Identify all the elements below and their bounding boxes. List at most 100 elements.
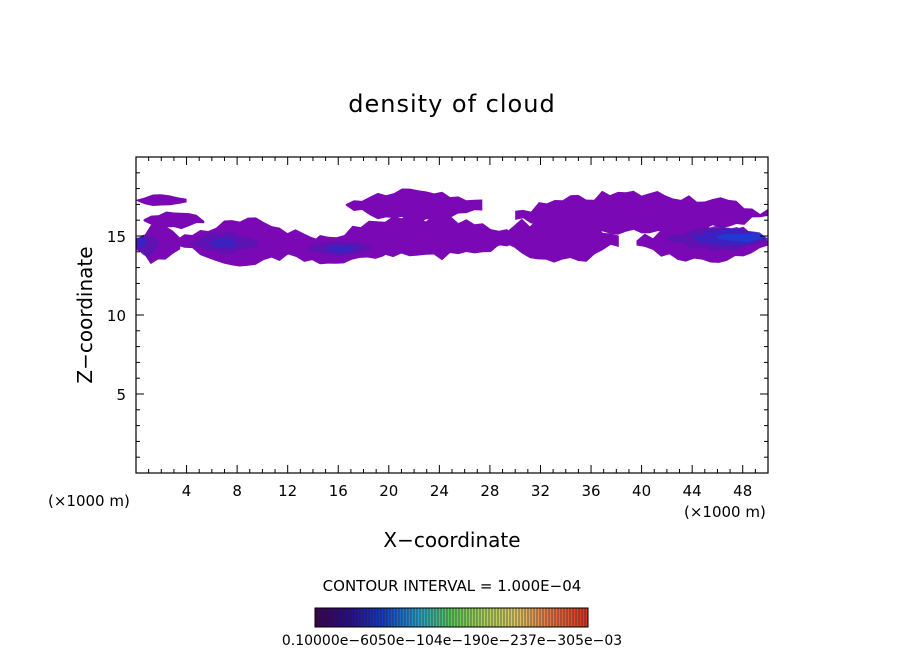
colorbar-swatch (321, 608, 324, 627)
cloud-field (136, 188, 768, 267)
colorbar-swatch (360, 608, 363, 627)
x-tick-label: 32 (531, 482, 550, 500)
colorbar-swatch (417, 608, 420, 627)
colorbar-swatch (504, 608, 507, 627)
colorbar-swatch (501, 608, 504, 627)
cloud-region-level-3 (136, 236, 147, 249)
x-tick-label: 48 (733, 482, 752, 500)
colorbar-swatch (369, 608, 372, 627)
x-tick-label: 12 (278, 482, 297, 500)
colorbar-swatch (540, 608, 543, 627)
colorbar-swatch (510, 608, 513, 627)
colorbar-swatch (468, 608, 471, 627)
colorbar-swatch (447, 608, 450, 627)
colorbar-swatch (477, 608, 480, 627)
colorbar-swatch (366, 608, 369, 627)
colorbar-swatch (531, 608, 534, 627)
colorbar-swatch (420, 608, 423, 627)
colorbar-swatch (579, 608, 582, 627)
colorbar-swatch (405, 608, 408, 627)
cloud-region-level-1 (328, 215, 516, 261)
x-tick-label: 28 (480, 482, 499, 500)
colorbar-swatch (462, 608, 465, 627)
colorbar-swatch (585, 608, 588, 627)
colorbar-swatch (375, 608, 378, 627)
colorbar-swatch (333, 608, 336, 627)
colorbar-swatch (549, 608, 552, 627)
colorbar-swatch (582, 608, 585, 627)
x-tick-label: 36 (581, 482, 600, 500)
colorbar-swatch (513, 608, 516, 627)
colorbar-swatch (537, 608, 540, 627)
cloud-region-level-3 (209, 237, 238, 249)
colorbar-swatch (372, 608, 375, 627)
x-tick-label: 24 (430, 482, 449, 500)
x-tick-label: 16 (329, 482, 348, 500)
contour-interval-text: CONTOUR INTERVAL = 1.000E−04 (323, 577, 582, 595)
colorbar-swatch (492, 608, 495, 627)
colorbar-swatch (408, 608, 411, 627)
colorbar-swatch (363, 608, 366, 627)
colorbar-swatch (453, 608, 456, 627)
colorbar-swatch (498, 608, 501, 627)
colorbar-swatch (552, 608, 555, 627)
colorbar-swatch (381, 608, 384, 627)
colorbar-swatch (507, 608, 510, 627)
colorbar-labels: 0.10000e−6050e−104e−190e−237e−305e−03 (282, 633, 622, 649)
colorbar-swatch (354, 608, 357, 627)
colorbar-swatch (357, 608, 360, 627)
cloud-region-level-3 (325, 244, 356, 254)
colorbar-swatch (330, 608, 333, 627)
colorbar-swatch (543, 608, 546, 627)
y-tick-label: 15 (107, 228, 126, 246)
colorbar-swatch (489, 608, 492, 627)
colorbar-swatch (570, 608, 573, 627)
y-tick-label: 5 (116, 386, 126, 404)
x-tick-label: 4 (182, 482, 192, 500)
cloud-region-level-4 (717, 233, 763, 243)
colorbar-swatch (480, 608, 483, 627)
colorbar-swatch (336, 608, 339, 627)
axis-ticks (136, 157, 768, 473)
colorbar-swatch (315, 608, 318, 627)
colorbar-swatch (525, 608, 528, 627)
colorbar-swatch (441, 608, 444, 627)
colorbar-swatch (426, 608, 429, 627)
colorbar-swatch (432, 608, 435, 627)
colorbar-swatch (393, 608, 396, 627)
cloud-region-level-1 (345, 188, 483, 223)
colorbar-swatch (390, 608, 393, 627)
colorbar-swatch (555, 608, 558, 627)
colorbar-swatch (324, 608, 327, 627)
colorbar-swatch (483, 608, 486, 627)
colorbar-swatch (402, 608, 405, 627)
colorbar-swatch (573, 608, 576, 627)
colorbar-swatch (318, 608, 321, 627)
colorbar-swatch (351, 608, 354, 627)
x-axis-label: X−coordinate (383, 528, 520, 552)
colorbar-swatch (423, 608, 426, 627)
x-tick-label: 8 (232, 482, 242, 500)
colorbar-swatch (546, 608, 549, 627)
colorbar-swatch (339, 608, 342, 627)
colorbar-swatch (411, 608, 414, 627)
colorbar-swatch (414, 608, 417, 627)
colorbar-swatch (519, 608, 522, 627)
y-tick-label: 10 (107, 307, 126, 325)
colorbar-swatch (465, 608, 468, 627)
colorbar-swatch (516, 608, 519, 627)
colorbar-swatch (348, 608, 351, 627)
colorbar-swatch (567, 608, 570, 627)
colorbar-swatch (429, 608, 432, 627)
colorbar-swatch (399, 608, 402, 627)
x-tick-label: 40 (632, 482, 651, 500)
colorbar-swatch (327, 608, 330, 627)
chart-title: density of cloud (348, 90, 555, 118)
colorbar-swatch (564, 608, 567, 627)
colorbar-swatch (528, 608, 531, 627)
colorbar-swatch (474, 608, 477, 627)
colorbar-swatch (384, 608, 387, 627)
x-unit-right: (×1000 m) (684, 503, 766, 521)
